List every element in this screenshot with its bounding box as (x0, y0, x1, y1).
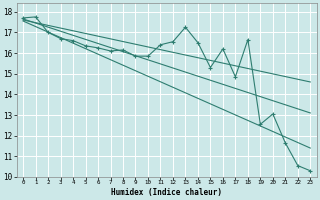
X-axis label: Humidex (Indice chaleur): Humidex (Indice chaleur) (111, 188, 222, 197)
